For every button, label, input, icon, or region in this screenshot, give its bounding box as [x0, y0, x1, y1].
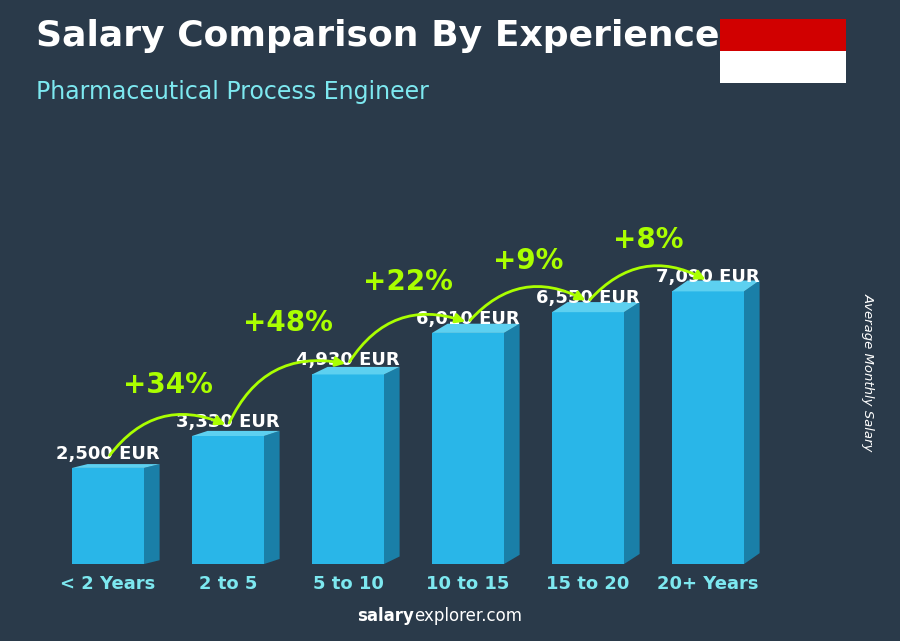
Polygon shape: [384, 367, 400, 564]
Polygon shape: [672, 292, 744, 564]
Polygon shape: [192, 431, 280, 436]
Polygon shape: [312, 374, 384, 564]
Text: +8%: +8%: [613, 226, 683, 254]
Polygon shape: [624, 302, 640, 564]
Polygon shape: [552, 312, 624, 564]
Polygon shape: [432, 333, 504, 564]
FancyArrowPatch shape: [590, 266, 703, 300]
FancyArrowPatch shape: [349, 314, 463, 362]
FancyArrowPatch shape: [470, 287, 583, 320]
Polygon shape: [432, 324, 519, 333]
Text: Average Monthly Salary: Average Monthly Salary: [862, 292, 875, 451]
Text: +48%: +48%: [243, 309, 333, 337]
Bar: [720, 51, 846, 83]
Polygon shape: [192, 436, 264, 564]
Polygon shape: [744, 281, 760, 564]
Polygon shape: [264, 431, 280, 564]
Text: salary: salary: [357, 607, 414, 625]
FancyArrowPatch shape: [230, 358, 342, 423]
Text: 3,330 EUR: 3,330 EUR: [176, 413, 280, 431]
Text: Salary Comparison By Experience: Salary Comparison By Experience: [36, 19, 719, 53]
Text: explorer.com: explorer.com: [414, 607, 522, 625]
Polygon shape: [72, 468, 144, 564]
Text: 6,010 EUR: 6,010 EUR: [416, 310, 520, 328]
Polygon shape: [312, 367, 400, 374]
FancyArrowPatch shape: [110, 414, 222, 455]
Polygon shape: [672, 281, 760, 292]
Text: Pharmaceutical Process Engineer: Pharmaceutical Process Engineer: [36, 80, 429, 104]
Polygon shape: [504, 324, 519, 564]
Text: +22%: +22%: [363, 267, 453, 296]
Text: 7,090 EUR: 7,090 EUR: [656, 268, 760, 286]
Text: 6,550 EUR: 6,550 EUR: [536, 289, 640, 307]
Text: +9%: +9%: [493, 247, 563, 275]
Polygon shape: [552, 302, 640, 312]
Polygon shape: [144, 464, 159, 564]
Polygon shape: [72, 464, 159, 468]
Bar: [720, 19, 846, 51]
Text: 4,930 EUR: 4,930 EUR: [296, 351, 400, 369]
Text: +34%: +34%: [123, 370, 213, 399]
Text: 2,500 EUR: 2,500 EUR: [56, 445, 160, 463]
